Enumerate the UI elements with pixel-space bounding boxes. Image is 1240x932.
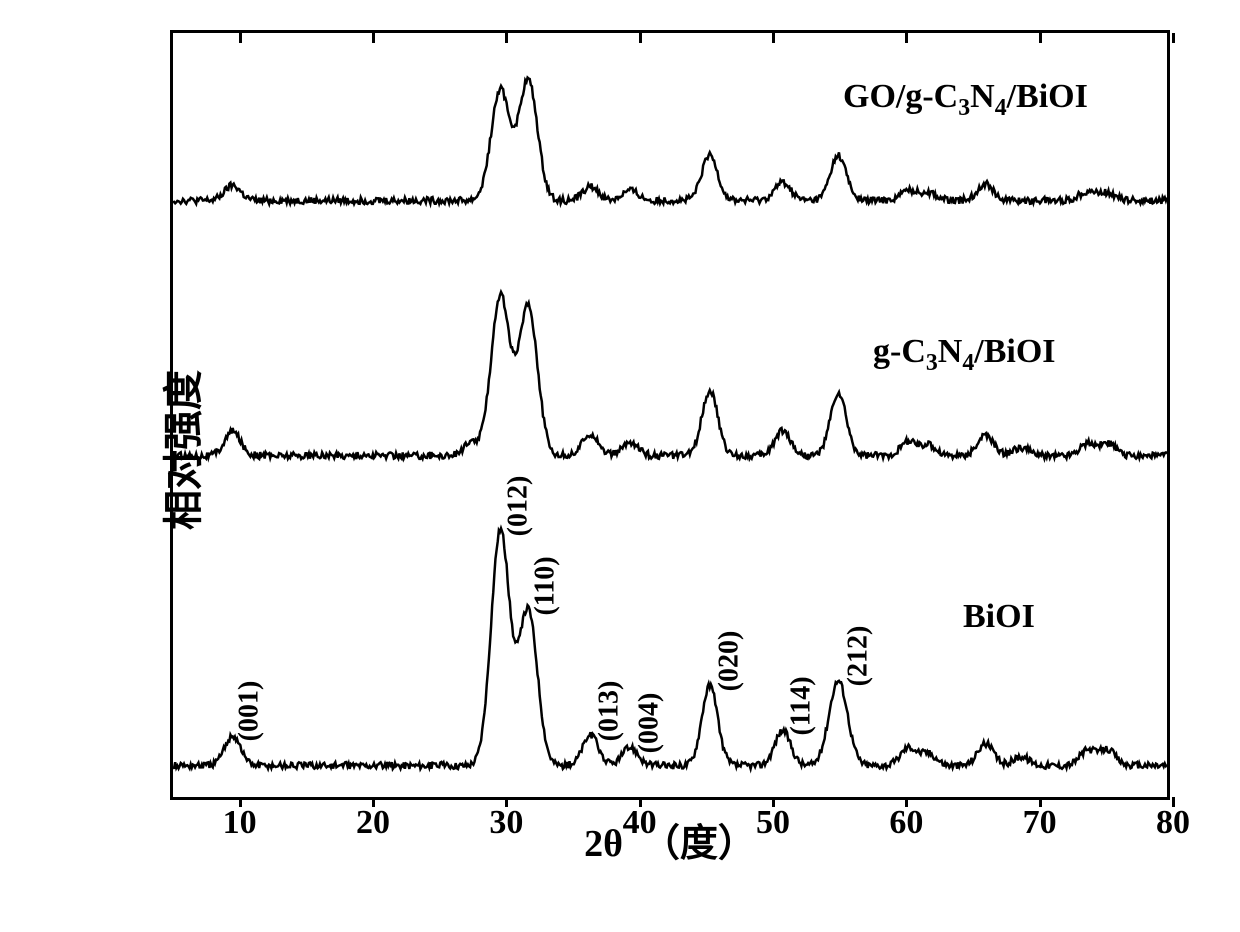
peak-label: (114) — [786, 676, 818, 735]
x-tick-label: 50 — [756, 804, 790, 842]
peak-label: (004) — [633, 693, 665, 754]
series-label: BiOI — [963, 598, 1035, 636]
peak-label: (012) — [503, 476, 535, 537]
x-tick-label: 60 — [889, 804, 923, 842]
xrd-series-2 — [173, 33, 1167, 803]
x-tick-label: 20 — [356, 804, 390, 842]
x-tick-label: 70 — [1023, 804, 1057, 842]
x-axis-label: 2θ （度） — [584, 812, 756, 867]
xrd-chart: 相对强度 10203040506070802θ （度）GO/g-C3N4/BiO… — [80, 20, 1190, 880]
peak-label: (020) — [713, 631, 745, 692]
peak-label: (001) — [233, 681, 265, 742]
peak-label: (110) — [530, 556, 562, 615]
x-tick-label: 80 — [1156, 804, 1190, 842]
plot-area: 10203040506070802θ （度）GO/g-C3N4/BiOIg-C3… — [170, 30, 1170, 800]
x-tick-label: 10 — [223, 804, 257, 842]
peak-label: (013) — [593, 681, 625, 742]
x-tick — [1172, 33, 1175, 43]
x-tick-label: 30 — [489, 804, 523, 842]
peak-label: (212) — [843, 626, 875, 687]
